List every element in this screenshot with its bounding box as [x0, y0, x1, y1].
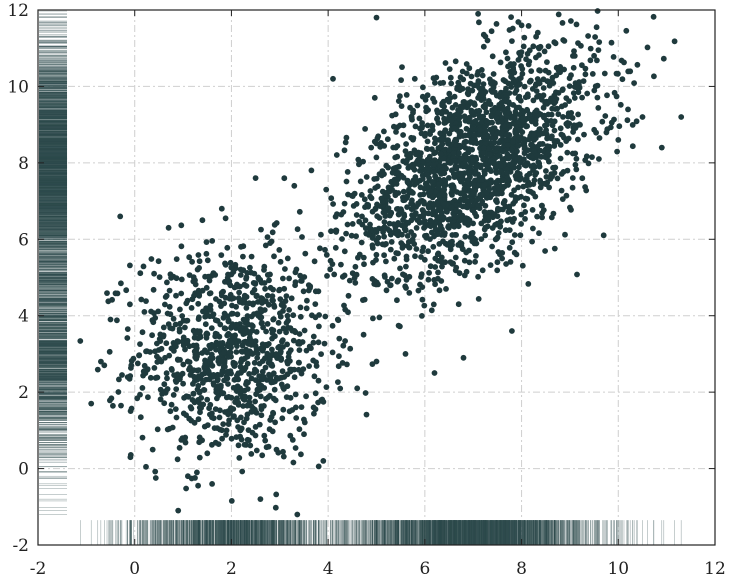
marginal-rugs	[39, 10, 682, 545]
grid-lines	[38, 10, 715, 545]
